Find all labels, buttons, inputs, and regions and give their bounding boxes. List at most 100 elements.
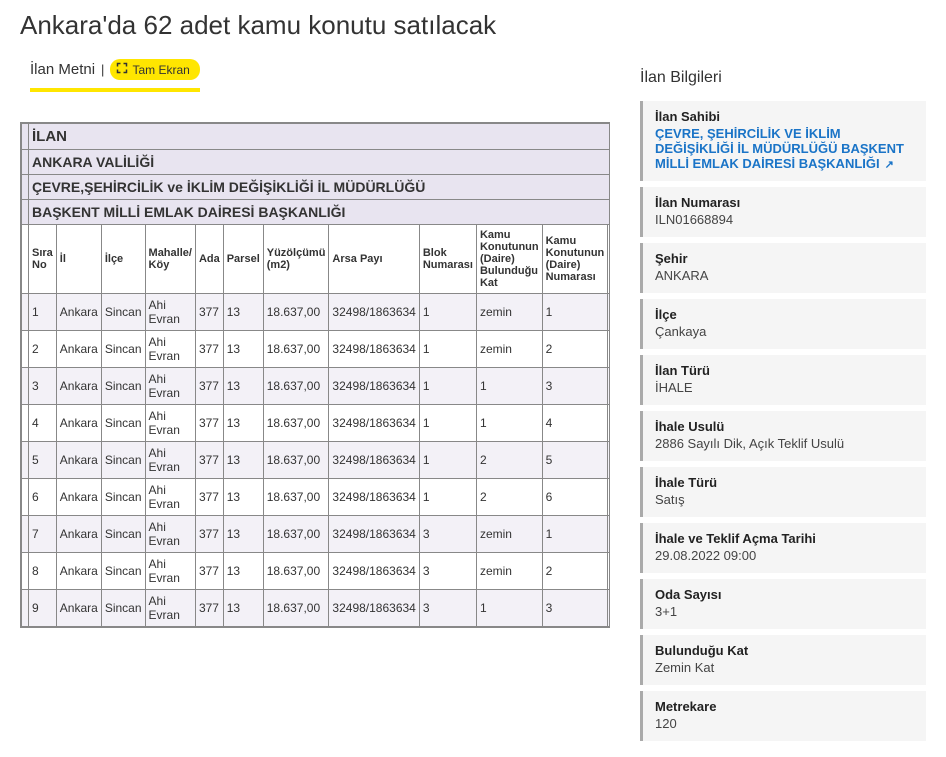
table-row: 8AnkaraSincanAhi Evran3771318.637,003249… (22, 553, 611, 590)
table-cell: zemin (476, 553, 542, 590)
info-item: İlan NumarasıILN01668894 (640, 187, 926, 237)
col-daire-no: Kamu Konutunun (Daire) Numarası (542, 225, 608, 294)
table-cell: 377 (195, 553, 223, 590)
table-cell: 3+1 (608, 294, 610, 331)
table-cell: Sincan (101, 294, 145, 331)
table-row: 5AnkaraSincanAhi Evran3771318.637,003249… (22, 442, 611, 479)
table-cell: 3+1 (608, 479, 610, 516)
table-cell: Ankara (56, 479, 101, 516)
table-row: 2AnkaraSincanAhi Evran3771318.637,003249… (22, 331, 611, 368)
table-cell: Ahi Evran (145, 368, 195, 405)
table-cell: 5 (29, 442, 57, 479)
table-cell: 18.637,00 (263, 553, 329, 590)
table-cell: 3+1 (608, 590, 610, 627)
table-cell: Ankara (56, 516, 101, 553)
table-cell: 377 (195, 442, 223, 479)
table-cell: Sincan (101, 405, 145, 442)
table-cell: 6 (29, 479, 57, 516)
table-cell: 13 (223, 442, 263, 479)
table-cell: 377 (195, 479, 223, 516)
table-row: 4AnkaraSincanAhi Evran3771318.637,003249… (22, 405, 611, 442)
table-cell: 3+1 (608, 331, 610, 368)
table-row: 9AnkaraSincanAhi Evran3771318.637,003249… (22, 590, 611, 627)
table-cell: 3 (542, 368, 608, 405)
col-arsa: Arsa Payı (329, 225, 419, 294)
info-value: Satış (655, 492, 914, 507)
table-cell (22, 331, 29, 368)
table-cell: 2 (542, 331, 608, 368)
tab-separator: | (101, 62, 104, 77)
table-cell: 1 (419, 479, 476, 516)
table-cell: 1 (419, 331, 476, 368)
table-cell: 1 (29, 294, 57, 331)
table-cell: 377 (195, 331, 223, 368)
table-cell (22, 516, 29, 553)
table-cell: Ankara (56, 331, 101, 368)
table-cell: 3+1 (608, 553, 610, 590)
col-mahalle: Mahalle/ Köy (145, 225, 195, 294)
info-key: Oda Sayısı (655, 587, 914, 602)
table-cell: Ankara (56, 590, 101, 627)
table-cell: 18.637,00 (263, 479, 329, 516)
info-item: İlçe Çankaya (640, 299, 926, 349)
table-cell: 32498/1863634 (329, 331, 419, 368)
table-cell: 13 (223, 368, 263, 405)
info-value: Çankaya (655, 324, 914, 339)
table-cell: 2 (29, 331, 57, 368)
fullscreen-button[interactable]: Tam Ekran (110, 59, 199, 80)
ilan-table: İLAN ANKARA VALİLİĞİ ÇEVRE,ŞEHİRCİLİK ve… (21, 123, 610, 627)
table-cell: Sincan (101, 442, 145, 479)
info-item: ŞehirANKARA (640, 243, 926, 293)
table-cell: 3 (542, 590, 608, 627)
info-key: İlan Sahibi (655, 109, 914, 124)
table-cell: 1 (419, 294, 476, 331)
table-cell: 1 (476, 590, 542, 627)
table-scroll-wrap: İLAN ANKARA VALİLİĞİ ÇEVRE,ŞEHİRCİLİK ve… (20, 122, 610, 628)
table-cell: 1 (542, 294, 608, 331)
info-key: Metrekare (655, 699, 914, 714)
table-cell: 2 (542, 553, 608, 590)
table-cell: Sincan (101, 516, 145, 553)
info-item: İlan TürüİHALE (640, 355, 926, 405)
table-cell: zemin (476, 331, 542, 368)
table-cell: Sincan (101, 479, 145, 516)
table-cell: zemin (476, 516, 542, 553)
table-row: 7AnkaraSincanAhi Evran3771318.637,003249… (22, 516, 611, 553)
hdr-valilik: ANKARA VALİLİĞİ (29, 150, 611, 175)
table-cell (22, 590, 29, 627)
table-cell: 18.637,00 (263, 516, 329, 553)
col-il: İl (56, 225, 101, 294)
info-value: Zemin Kat (655, 660, 914, 675)
table-cell: 13 (223, 590, 263, 627)
table-cell: 377 (195, 294, 223, 331)
table-cell: 32498/1863634 (329, 405, 419, 442)
table-cell (22, 553, 29, 590)
table-cell: Ahi Evran (145, 553, 195, 590)
info-key: İlan Türü (655, 363, 914, 378)
table-cell: Ankara (56, 442, 101, 479)
table-cell: 2 (476, 479, 542, 516)
info-key: Şehir (655, 251, 914, 266)
info-item: Oda Sayısı3+1 (640, 579, 926, 629)
table-cell: 8 (29, 553, 57, 590)
table-cell: 18.637,00 (263, 405, 329, 442)
table-cell: Sincan (101, 368, 145, 405)
table-cell: 1 (476, 405, 542, 442)
table-cell: 32498/1863634 (329, 442, 419, 479)
table-cell: 18.637,00 (263, 294, 329, 331)
table-cell: 2 (476, 442, 542, 479)
info-value-link[interactable]: ÇEVRE, ŞEHİRCİLİK VE İKLİM DEĞİŞİKLİĞİ İ… (655, 126, 914, 171)
table-cell: Sincan (101, 590, 145, 627)
col-tip: Daire Tipi (608, 225, 610, 294)
info-key: İlçe (655, 307, 914, 322)
table-cell: 18.637,00 (263, 368, 329, 405)
table-cell: 32498/1863634 (329, 368, 419, 405)
info-title: İlan Bilgileri (640, 69, 926, 87)
table-cell: 18.637,00 (263, 442, 329, 479)
tab-ilan-metni[interactable]: İlan Metni (30, 61, 95, 78)
col-parsel: Parsel (223, 225, 263, 294)
table-cell (22, 405, 29, 442)
table-cell: 13 (223, 405, 263, 442)
table-cell: Sincan (101, 331, 145, 368)
table-cell: Ahi Evran (145, 516, 195, 553)
